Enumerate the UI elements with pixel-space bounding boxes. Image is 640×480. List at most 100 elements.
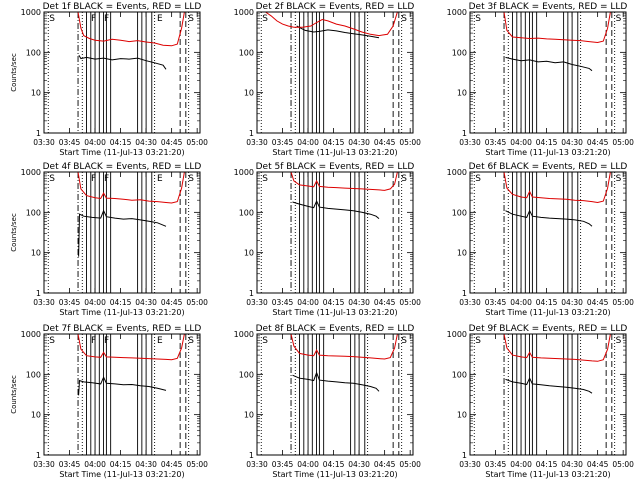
series-line: [503, 12, 611, 44]
chart-title: Det 1f BLACK = Events, RED = LLD: [43, 2, 202, 12]
plot-frame: [43, 11, 201, 134]
event-lines: [47, 172, 190, 293]
x-tick-label: 03:45: [272, 298, 294, 307]
y-tick-label: 10: [31, 89, 41, 98]
y-tick-label: 10: [244, 411, 254, 420]
y-tick-label: 10: [31, 411, 41, 420]
y-tick-label: 100: [26, 48, 41, 57]
x-axis-label: Start Time (11-Jul-13 03:21:20): [59, 308, 184, 317]
x-tick-label: 03:45: [59, 138, 81, 147]
y-tick-label: 1: [36, 129, 41, 138]
x-tick-label: 04:30: [135, 460, 157, 469]
chart-title: Det 7f BLACK = Events, RED = LLD: [43, 324, 202, 334]
y-tick-label: 1: [249, 451, 254, 460]
flag-label: F: [104, 336, 109, 346]
y-tick-label: 100: [239, 370, 254, 379]
plot-frame: [256, 11, 414, 134]
detector-panel: Det 3f BLACK = Events, RED = LLD Start Ti…: [447, 2, 635, 157]
flag-label: S: [188, 336, 194, 346]
chart-title: Det 6f BLACK = Events, RED = LLD: [469, 162, 628, 172]
y-axis-label: Counts/sec: [10, 53, 18, 92]
series-line: [77, 12, 185, 47]
y-tick-label: 10: [244, 89, 254, 98]
flag-label: F: [91, 174, 96, 184]
x-tick-label: 03:30: [459, 298, 481, 307]
series-line: [290, 334, 398, 360]
x-tick-label: 04:45: [161, 138, 183, 147]
flag-label: S: [616, 174, 622, 184]
chart-title: Det 5f BLACK = Events, RED = LLD: [256, 162, 415, 172]
x-tick-label: 03:30: [246, 298, 268, 307]
series-line: [78, 54, 167, 70]
y-tick-label: 1000: [447, 330, 467, 339]
event-lines: [47, 12, 190, 133]
series-line: [78, 375, 167, 396]
y-tick-label: 10: [457, 411, 467, 420]
x-tick-label: 05:00: [612, 460, 634, 469]
series-line: [503, 172, 611, 204]
x-axis-label: Start Time (11-Jul-13 03:21:20): [59, 148, 184, 157]
x-tick-label: 03:30: [459, 138, 481, 147]
x-tick-label: 04:00: [84, 298, 106, 307]
plot-frame: [43, 333, 201, 456]
y-tick-label: 1: [36, 451, 41, 460]
flag-label: S: [49, 336, 55, 346]
y-tick-label: 100: [452, 370, 467, 379]
x-tick-label: 05:00: [399, 298, 421, 307]
x-tick-label: 03:45: [485, 138, 507, 147]
event-lines: [473, 172, 616, 293]
x-tick-label: 05:00: [186, 460, 208, 469]
x-tick-label: 03:45: [485, 460, 507, 469]
detector-panel: Det 4f BLACK = Events, RED = LLD Start Ti…: [10, 162, 208, 317]
y-tick-label: 10: [31, 249, 41, 258]
x-tick-label: 04:30: [561, 138, 583, 147]
y-tick-label: 1: [462, 289, 467, 298]
event-lines: [47, 334, 190, 455]
x-tick-label: 04:15: [110, 460, 132, 469]
y-tick-label: 1: [462, 451, 467, 460]
y-tick-label: 1000: [21, 168, 41, 177]
flag-label: S: [49, 174, 55, 184]
series-line: [505, 209, 593, 227]
series-line: [292, 371, 380, 392]
flag-label: S: [401, 336, 407, 346]
x-tick-label: 04:45: [587, 298, 609, 307]
x-tick-label: 04:00: [297, 460, 319, 469]
x-tick-label: 04:30: [561, 298, 583, 307]
x-tick-label: 04:45: [161, 298, 183, 307]
y-tick-label: 1000: [21, 330, 41, 339]
series-line: [292, 199, 380, 219]
flag-label: S: [475, 336, 481, 346]
flag-label: F: [91, 336, 96, 346]
x-tick-label: 04:15: [323, 298, 345, 307]
x-tick-label: 03:45: [59, 298, 81, 307]
x-tick-label: 04:00: [510, 460, 532, 469]
x-tick-label: 03:30: [459, 460, 481, 469]
x-tick-label: 05:00: [399, 138, 421, 147]
y-tick-label: 1: [249, 289, 254, 298]
y-tick-label: 1: [462, 129, 467, 138]
y-tick-label: 100: [452, 48, 467, 57]
plot-frame: [43, 171, 201, 294]
flag-label: S: [188, 14, 194, 24]
x-axis-label: Start Time (11-Jul-13 03:21:20): [485, 148, 610, 157]
y-tick-label: 1000: [447, 168, 467, 177]
x-tick-label: 04:30: [348, 460, 370, 469]
x-tick-label: 04:00: [84, 138, 106, 147]
x-tick-label: 03:45: [272, 460, 294, 469]
x-tick-label: 04:30: [348, 298, 370, 307]
flag-label: E: [157, 174, 163, 184]
x-tick-label: 03:45: [272, 138, 294, 147]
series-line: [290, 172, 398, 191]
x-tick-label: 03:30: [33, 460, 55, 469]
x-axis-label: Start Time (11-Jul-13 03:21:20): [485, 308, 610, 317]
flag-label: S: [188, 174, 194, 184]
event-lines: [260, 334, 403, 455]
x-tick-label: 04:00: [510, 138, 532, 147]
series-line: [77, 334, 185, 361]
series-line: [505, 56, 593, 72]
series-line: [503, 334, 611, 362]
x-tick-label: 04:30: [348, 138, 370, 147]
x-axis-label: Start Time (11-Jul-13 03:21:20): [272, 308, 397, 317]
